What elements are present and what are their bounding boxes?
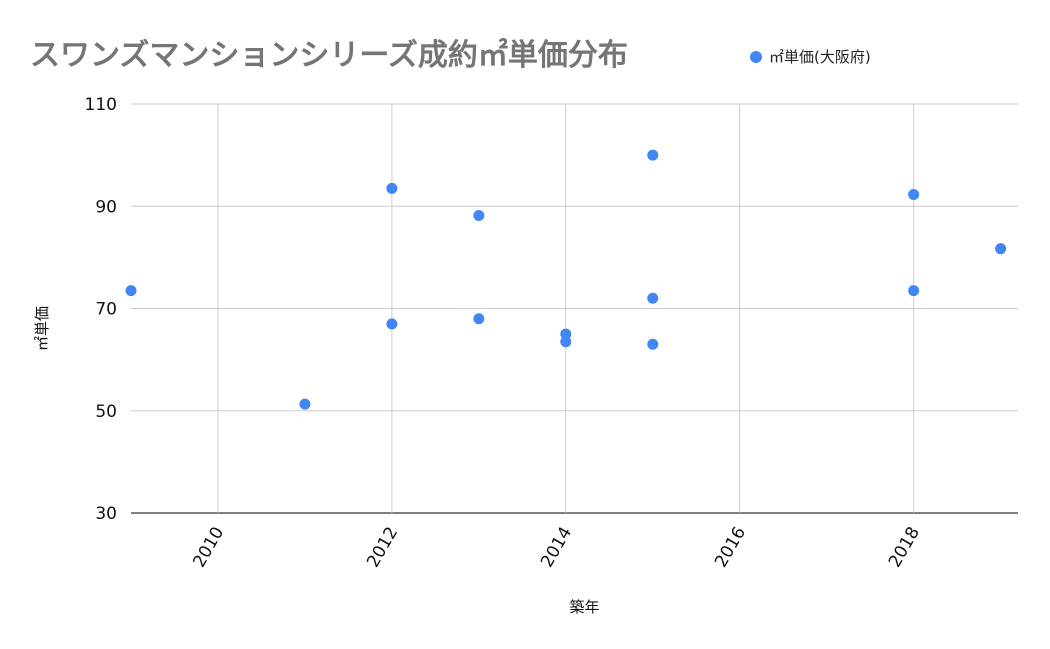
legend-marker bbox=[750, 50, 762, 63]
legend-label: ㎡単価(大阪府) bbox=[769, 48, 871, 66]
x-axis-title: 築年 bbox=[569, 598, 599, 616]
y-tick-label: 50 bbox=[95, 402, 117, 422]
y-tick-label: 90 bbox=[95, 197, 117, 217]
data-point bbox=[560, 336, 572, 348]
data-point bbox=[647, 338, 659, 350]
legend: ㎡単価(大阪府) bbox=[750, 46, 871, 67]
x-tick-label: 2010 bbox=[189, 524, 228, 571]
data-point bbox=[386, 182, 398, 194]
data-point bbox=[995, 243, 1007, 255]
data-point bbox=[908, 285, 920, 297]
data-point bbox=[560, 328, 572, 340]
y-tick-label: 30 bbox=[95, 504, 117, 524]
y-tick-label: 110 bbox=[85, 95, 117, 115]
data-point bbox=[473, 209, 485, 221]
y-tick-label: 70 bbox=[95, 300, 117, 320]
data-point bbox=[125, 285, 137, 297]
data-point bbox=[647, 149, 659, 161]
x-tick-label: 2016 bbox=[711, 524, 750, 571]
data-point bbox=[386, 318, 398, 330]
x-tick-label: 2014 bbox=[537, 524, 576, 571]
data-point bbox=[908, 188, 920, 200]
x-tick-label: 2012 bbox=[363, 524, 402, 571]
data-point bbox=[473, 313, 485, 325]
data-point bbox=[647, 292, 659, 304]
x-tick-label: 2018 bbox=[885, 524, 924, 571]
y-axis-title: ㎡単価 bbox=[33, 306, 51, 351]
data-point bbox=[299, 398, 311, 410]
chart-title: スワンズマンションシリーズ成約㎡単価分布 bbox=[30, 38, 628, 73]
